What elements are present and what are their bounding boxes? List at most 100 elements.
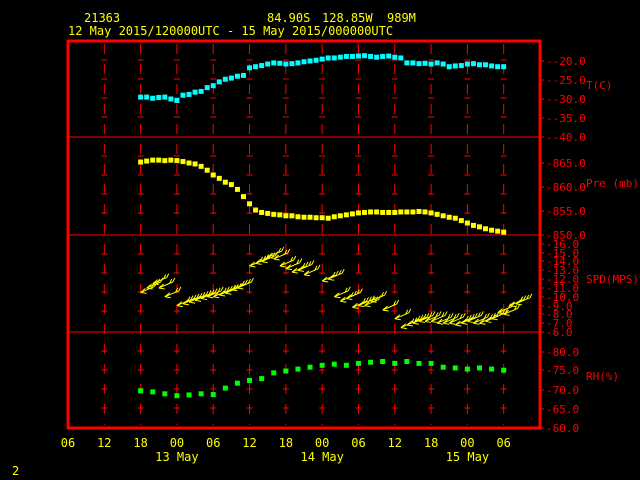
temperature-point <box>368 53 374 59</box>
pressure-point <box>253 207 259 213</box>
wind-arrow-shape <box>430 311 448 323</box>
rh-point <box>380 359 386 364</box>
wind-arrow <box>267 246 285 259</box>
temperature-point <box>410 60 416 66</box>
station-lon: 128.85W <box>322 11 373 25</box>
rh-point <box>331 361 337 367</box>
wind-arrow-shape <box>503 304 521 316</box>
x-tick-label: 18 <box>279 436 293 450</box>
pressure-point <box>289 213 295 219</box>
rh-point <box>283 368 289 374</box>
wind-arrow <box>152 273 170 286</box>
pressure-point <box>174 158 180 164</box>
temperature-point <box>228 75 234 81</box>
temperature-point <box>416 61 422 67</box>
temperature-point <box>222 76 228 82</box>
temperature-point <box>174 98 180 104</box>
wind-arrow-shape <box>370 290 388 303</box>
pressure-point <box>392 209 398 215</box>
panel-label-pressure: Pre (mb) <box>586 177 639 190</box>
pressure-point <box>374 209 380 215</box>
y-tick-label: -15.0 <box>546 247 579 260</box>
pressure-point <box>162 158 168 164</box>
wind-arrow <box>448 312 466 325</box>
rh-point <box>440 364 446 370</box>
temperature-point <box>271 60 277 66</box>
pressure-point <box>277 212 283 218</box>
y-tick-label: -14.0 <box>546 255 579 268</box>
temperature-point <box>216 79 222 85</box>
x-date-label: 13 May <box>155 450 198 464</box>
pressure-point <box>452 215 458 221</box>
temperature-point <box>234 73 240 79</box>
pressure-point <box>349 211 355 217</box>
rh-point <box>392 360 398 366</box>
rh-point <box>501 367 507 373</box>
y-tick-label: -65.0 <box>546 403 579 416</box>
rh-point <box>162 391 168 397</box>
temperature-point <box>301 59 307 65</box>
page-number: 2 <box>12 464 20 478</box>
rh-point <box>186 392 192 398</box>
x-tick-label: 06 <box>61 436 75 450</box>
rh-point <box>476 365 482 371</box>
wind-arrow-shape <box>140 282 158 294</box>
rh-point <box>452 365 458 371</box>
y-tick-label: -80.0 <box>546 346 579 359</box>
temperature-point <box>464 61 470 67</box>
pressure-point <box>416 208 422 214</box>
pressure-point <box>337 213 343 219</box>
y-tick-label: -855.0 <box>546 205 586 218</box>
pressure-point <box>198 163 204 169</box>
pressure-point <box>265 210 271 216</box>
rh-point <box>271 370 277 376</box>
rh-point <box>138 388 144 394</box>
temperature-point <box>162 94 168 100</box>
pressure-point <box>222 179 228 185</box>
rh-point <box>404 359 410 364</box>
rh-point <box>464 366 470 372</box>
wind-arrow <box>140 282 158 294</box>
pressure-point <box>440 213 446 219</box>
rh-point <box>259 376 265 382</box>
y-tick-label: -9.0 <box>546 300 573 313</box>
wind-arrow-shape <box>382 299 400 312</box>
wind-arrow-shape <box>327 268 345 281</box>
pressure-point <box>410 209 416 215</box>
pressure-point <box>204 167 210 173</box>
rh-point <box>416 360 422 366</box>
x-tick-label: 06 <box>496 436 510 450</box>
temperature-point <box>186 91 192 97</box>
wind-arrow-shape <box>164 286 182 299</box>
temperature-point <box>392 54 398 60</box>
wind-arrow <box>394 308 412 321</box>
pressure-point <box>259 209 265 215</box>
wind-arrow-shape <box>448 312 466 325</box>
y-tick-label: --20.0 <box>546 55 586 68</box>
wind-arrow-shape <box>515 293 533 306</box>
temperature-point <box>374 54 380 60</box>
temperature-point <box>198 88 204 94</box>
temperature-point <box>470 61 476 67</box>
pressure-point <box>186 160 192 166</box>
pressure-point <box>325 215 331 221</box>
temperature-point <box>138 94 144 100</box>
temperature-point <box>458 63 464 69</box>
temperature-point <box>476 62 482 68</box>
pressure-point <box>476 224 482 230</box>
wind-arrow-shape <box>346 288 363 301</box>
x-tick-label: 12 <box>242 436 256 450</box>
wind-arrow <box>346 288 363 301</box>
temperature-point <box>265 61 271 67</box>
temperature-point <box>283 61 289 67</box>
pressure-point <box>283 213 289 219</box>
temperature-point <box>495 64 501 70</box>
temperature-point <box>343 53 349 59</box>
pressure-point <box>380 209 386 215</box>
temperature-point <box>362 53 368 59</box>
temperature-point <box>192 89 198 95</box>
temperature-point <box>313 57 319 63</box>
wind-arrow-shape <box>424 311 442 323</box>
pressure-point <box>398 209 404 215</box>
wind-arrow <box>382 299 400 312</box>
